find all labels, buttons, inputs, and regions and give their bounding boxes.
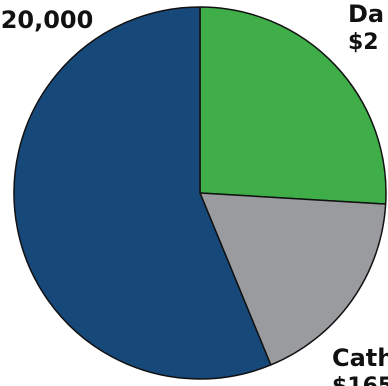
slice-label-large: 520,000 (0, 8, 93, 32)
pie-slice-2 (13, 6, 272, 380)
slice-label-gray: Cath $165 (332, 346, 388, 386)
slice-value-label: $2 (348, 30, 379, 55)
pie-slices (13, 6, 387, 380)
slice-value-label: 520,000 (0, 6, 94, 34)
slice-value-label: $165 (332, 376, 388, 386)
pie-slice-0 (199, 6, 387, 205)
slice-name-label: Da (348, 0, 385, 28)
pie-slice-1 (199, 192, 387, 366)
slice-name-label: Cath (332, 344, 388, 372)
slice-label-green: Da $2 (348, 2, 384, 54)
